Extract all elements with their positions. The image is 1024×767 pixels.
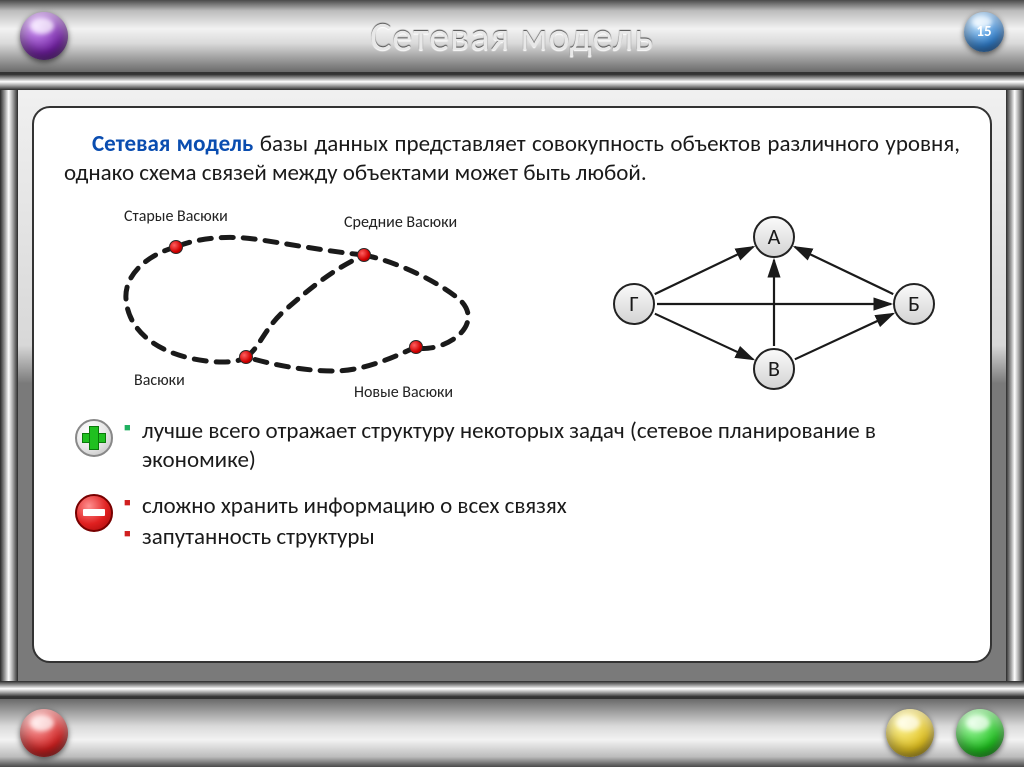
- footer-bar: [0, 697, 1024, 767]
- bullets-section: лучше всего отражает структуру некоторых…: [64, 417, 960, 555]
- content-panel: Сетевая модель базы данных представляет …: [32, 106, 992, 663]
- list-item: лучше всего отражает структуру некоторых…: [142, 417, 960, 476]
- description-paragraph: Сетевая модель базы данных представляет …: [64, 130, 960, 189]
- graph-diagram: А Б В Г: [534, 199, 964, 409]
- orb-yellow-icon[interactable]: [886, 709, 934, 757]
- pros-text: лучше всего отражает структуру некоторых…: [124, 417, 960, 478]
- minus-icon: [75, 494, 113, 532]
- divider-right: [1006, 90, 1024, 681]
- page-number-badge: 15: [964, 12, 1004, 52]
- plus-icon: [75, 419, 113, 457]
- orb-purple-icon: [20, 12, 68, 60]
- map-node-icon: [409, 340, 423, 354]
- plus-icon-wrap: [64, 417, 124, 457]
- list-item: запутанность структуры: [142, 523, 960, 552]
- map-node-icon: [357, 248, 371, 262]
- orb-green-icon[interactable]: [956, 709, 1004, 757]
- map-node-icon: [169, 240, 183, 254]
- map-label: Средние Васюки: [344, 213, 457, 233]
- pros-row: лучше всего отражает структуру некоторых…: [64, 417, 960, 478]
- map-label: Васюки: [134, 371, 185, 391]
- map-node-icon: [239, 350, 253, 364]
- page-title: Сетевая модель: [370, 12, 654, 61]
- map-diagram: Старые Васюки Средние Васюки Васюки Новые В…: [64, 199, 534, 409]
- graph-node: В: [753, 348, 795, 390]
- divider-left: [0, 90, 18, 681]
- lead-term: Сетевая модель: [92, 130, 253, 158]
- diagram-row: Старые Васюки Средние Васюки Васюки Новые В…: [64, 199, 960, 409]
- cons-text: сложно хранить информацию о всех связяхз…: [124, 492, 960, 555]
- list-item: сложно хранить информацию о всех связях: [142, 492, 960, 521]
- divider-bottom: [0, 681, 1024, 697]
- graph-node: Г: [613, 283, 655, 325]
- graph-node: Б: [893, 283, 935, 325]
- minus-icon-wrap: [64, 492, 124, 532]
- page-number: 15: [976, 23, 991, 41]
- map-label: Новые Васюки: [354, 383, 453, 403]
- cons-row: сложно хранить информацию о всех связяхз…: [64, 492, 960, 555]
- graph-node: А: [753, 216, 795, 258]
- map-label: Старые Васюки: [124, 207, 228, 227]
- header-bar: Сетевая модель: [0, 0, 1024, 74]
- orb-red-icon[interactable]: [20, 709, 68, 757]
- divider-top: [0, 74, 1024, 90]
